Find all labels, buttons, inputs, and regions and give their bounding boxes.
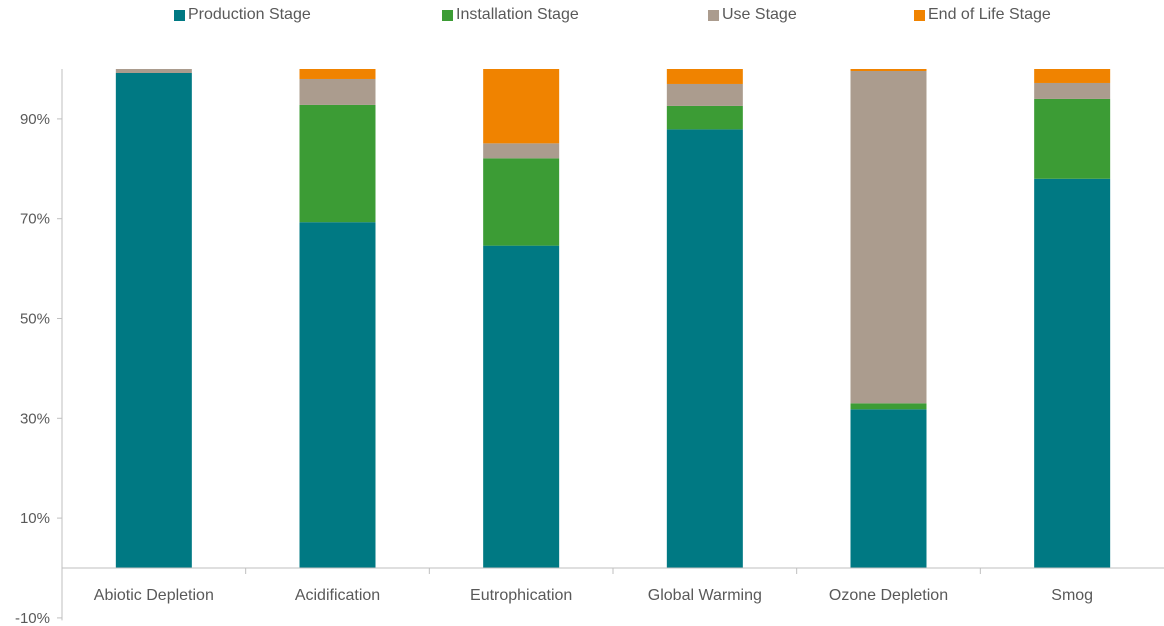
bar-installation-stage-global-warming [666,105,743,130]
bar-end-of-life-stage-global-warming [666,69,743,84]
y-tick-label: -10% [15,610,50,626]
legend-swatch [442,9,453,21]
x-tick-label: Ozone Depletion [829,587,948,604]
legend-label: Installation Stage [456,6,579,23]
bar-production-stage-abiotic-depletion [115,72,192,568]
legend-label: Production Stage [188,6,311,23]
bar-installation-stage-ozone-depletion [850,403,927,410]
x-tick-label: Global Warming [648,587,762,604]
bar-production-stage-acidification [299,222,376,568]
legend-item-end-of-life-stage: End of Life Stage [914,6,1051,24]
bar-use-stage-ozone-depletion [850,70,927,404]
bar-use-stage-eutrophication [483,143,560,159]
bar-production-stage-smog [1034,178,1111,568]
y-tick-label: 30% [20,410,50,427]
bar-use-stage-acidification [299,78,376,105]
chart-legend: Production Stage Installation Stage Use St… [0,6,1164,30]
bar-end-of-life-stage-ozone-depletion [850,69,927,71]
legend-swatch [914,9,925,21]
bar-end-of-life-stage-smog [1034,69,1111,83]
legend-item-installation-stage: Installation Stage [442,6,579,24]
legend-item-production-stage: Production Stage [174,6,311,24]
y-tick-label: 70% [20,211,50,228]
y-tick-label: 50% [20,311,50,328]
bar-production-stage-global-warming [666,129,743,568]
bar-use-stage-global-warming [666,83,743,106]
legend-label: End of Life Stage [928,6,1051,23]
bar-production-stage-eutrophication [483,245,560,568]
x-tick-label: Acidification [295,587,380,604]
bar-use-stage-smog [1034,82,1111,99]
legend-swatch [708,9,719,21]
bar-production-stage-ozone-depletion [850,409,927,568]
x-tick-label: Abiotic Depletion [94,587,214,604]
legend-label: Use Stage [722,6,797,23]
bar-end-of-life-stage-eutrophication [483,69,560,144]
legend-item-use-stage: Use Stage [708,6,797,24]
x-tick-label: Eutrophication [470,587,572,604]
bar-end-of-life-stage-acidification [299,69,376,79]
y-tick-label: 90% [20,111,50,128]
bar-installation-stage-acidification [299,104,376,223]
legend-swatch [174,9,185,21]
bar-installation-stage-smog [1034,98,1111,179]
x-tick-label: Smog [1051,587,1093,604]
y-tick-label: 10% [20,510,50,527]
bar-installation-stage-eutrophication [483,158,560,246]
bar-use-stage-abiotic-depletion [115,69,192,73]
